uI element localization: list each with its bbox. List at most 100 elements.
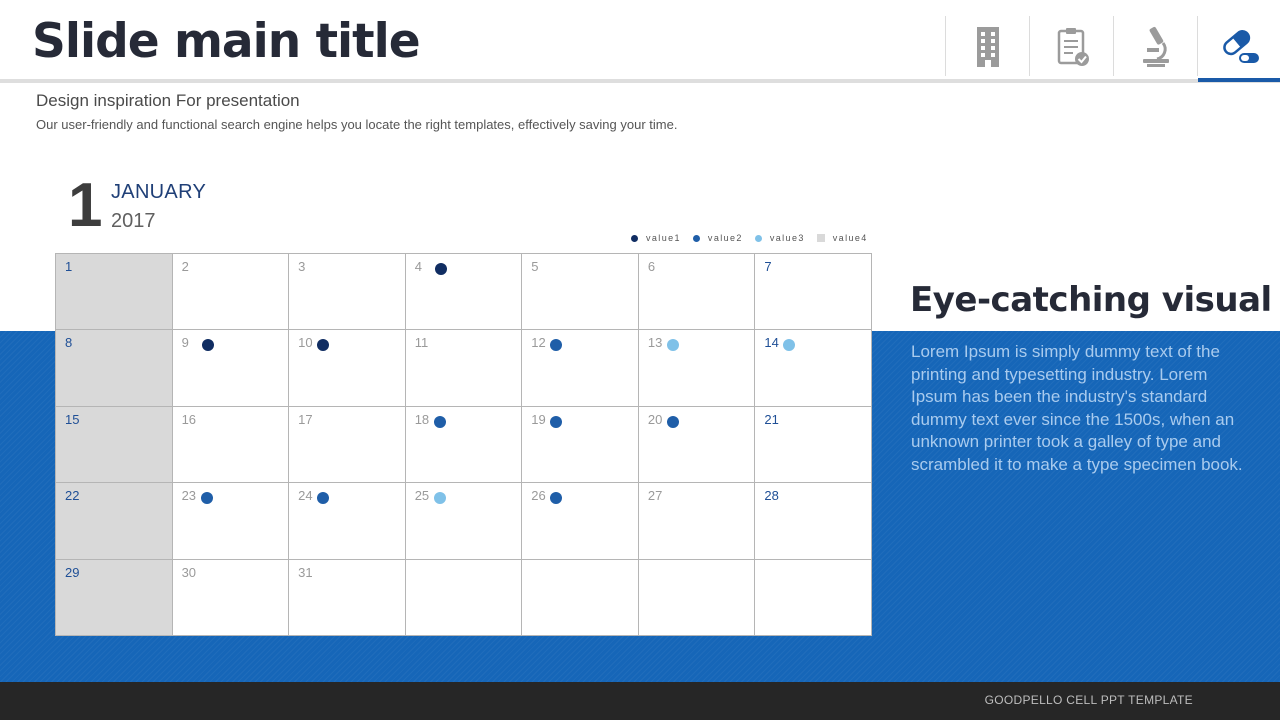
event-marker-value2 <box>317 492 330 505</box>
calendar-day-cell[interactable]: 10 <box>289 330 406 407</box>
calendar-grid: 1 2 3 4 5 6 7 8 9 10 11 12 13 14 15 16 17 18 19 20 21 22 23 24 2… <box>55 253 872 636</box>
date-year: 2017 <box>111 210 156 232</box>
calendar-day-number: 23 <box>181 488 197 504</box>
microscope-icon <box>1142 26 1169 67</box>
event-marker-value3 <box>783 339 796 352</box>
calendar-day-number: 3 <box>298 259 306 274</box>
legend-label: value3 <box>769 233 805 243</box>
calendar-day-cell[interactable]: 26 <box>522 483 639 560</box>
header-nav <box>945 16 1280 82</box>
calendar-day-cell[interactable]: 29 <box>56 559 173 636</box>
calendar-day-number: 18 <box>414 411 430 427</box>
legend-marker <box>754 234 762 242</box>
calendar-day-number: 1 <box>65 259 73 274</box>
calendar-day-cell[interactable]: 27 <box>638 483 756 560</box>
calendar-day-number: 29 <box>65 564 80 580</box>
calendar-day-cell[interactable]: 11 <box>405 330 523 407</box>
legend-item-value2: value2 <box>692 233 743 243</box>
calendar-day-cell[interactable]: 4 <box>405 254 523 331</box>
event-marker-value1 <box>434 263 447 275</box>
calendar-day-cell[interactable]: 31 <box>289 559 406 636</box>
calendar-day-cell[interactable]: 3 <box>289 254 406 331</box>
nav-item-checklist[interactable] <box>1029 16 1113 76</box>
event-marker-value1 <box>317 339 330 352</box>
calendar-day-cell[interactable] <box>755 559 872 636</box>
calendar-day-cell[interactable]: 2 <box>172 254 290 331</box>
subtitle: Design inspiration For presentation <box>36 91 300 110</box>
calendar-day-cell[interactable]: 16 <box>172 406 290 484</box>
checklist-clipboard-icon <box>1057 28 1089 66</box>
calendar-day-cell[interactable]: 6 <box>638 254 756 331</box>
calendar-day-number: 25 <box>414 488 430 504</box>
event-marker-value2 <box>433 415 446 428</box>
calendar-day-number: 15 <box>65 411 80 427</box>
calendar-day-number: 19 <box>531 411 546 427</box>
calendar-day-cell[interactable]: 19 <box>522 406 639 484</box>
date-month: JANUARY <box>111 181 207 203</box>
calendar-day-number: 8 <box>65 335 73 351</box>
nav-item-microscope[interactable] <box>1113 16 1197 76</box>
calendar-day-cell[interactable]: 24 <box>289 483 406 560</box>
nav-item-pill[interactable] <box>1197 16 1280 82</box>
calendar-day-cell[interactable]: 12 <box>522 330 639 407</box>
building-icon <box>976 27 999 67</box>
date-day: 1 <box>68 171 103 240</box>
calendar-day-cell[interactable]: 13 <box>638 330 756 407</box>
calendar-legend: value1 value2 value3 value4 <box>631 233 880 243</box>
calendar-day-cell[interactable]: 1 <box>56 254 173 331</box>
footer-text: GOODPELLO CELL PPT TEMPLATE <box>984 693 1193 707</box>
calendar-day-number: 11 <box>414 335 429 351</box>
calendar-day-cell[interactable]: 9 <box>172 330 290 407</box>
legend-marker <box>631 234 638 242</box>
calendar-day-cell[interactable]: 23 <box>172 483 290 560</box>
event-marker-value2 <box>550 339 563 352</box>
calendar-day-number: 12 <box>531 335 546 351</box>
calendar-day-cell[interactable]: 30 <box>172 559 290 636</box>
header-divider <box>0 79 1280 83</box>
legend-marker <box>692 234 700 242</box>
calendar-day-cell[interactable]: 17 <box>289 406 406 484</box>
calendar-day-cell[interactable]: 20 <box>638 406 756 484</box>
calendar-day-number: 30 <box>181 564 197 580</box>
event-marker-value2 <box>666 415 679 428</box>
calendar-day-number: 20 <box>647 411 663 427</box>
description: Our user-friendly and functional search … <box>36 117 678 132</box>
pill-capsule-icon <box>1222 30 1259 63</box>
calendar-day-number: 13 <box>647 335 663 351</box>
calendar-day-cell[interactable]: 18 <box>405 406 523 484</box>
calendar-day-cell[interactable]: 25 <box>405 483 523 560</box>
calendar-day-number: 4 <box>414 259 422 274</box>
event-marker-value2 <box>550 492 563 505</box>
calendar-day-cell[interactable]: 22 <box>56 483 173 560</box>
legend-label: value2 <box>707 233 743 243</box>
calendar-day-number: 14 <box>764 335 779 351</box>
calendar-day-cell[interactable]: 21 <box>755 406 872 484</box>
legend-label: value4 <box>832 233 868 243</box>
side-heading: Eye-catching visual <box>910 280 1272 320</box>
calendar-day-cell[interactable] <box>638 559 756 636</box>
calendar-day-number: 21 <box>764 411 779 427</box>
legend-label: value1 <box>646 233 681 243</box>
footer-bar: GOODPELLO CELL PPT TEMPLATE <box>0 682 1280 720</box>
event-marker-value2 <box>550 415 563 428</box>
legend-item-value1: value1 <box>631 233 681 243</box>
nav-item-building[interactable] <box>945 16 1029 76</box>
calendar-day-cell[interactable]: 8 <box>56 330 173 407</box>
calendar-day-number: 7 <box>764 259 772 274</box>
calendar-day-number: 10 <box>298 335 313 351</box>
calendar-day-cell[interactable] <box>522 559 639 636</box>
calendar-day-number: 17 <box>298 411 313 427</box>
calendar-day-cell[interactable]: 7 <box>755 254 872 331</box>
calendar-day-cell[interactable]: 28 <box>755 483 872 560</box>
calendar-day-cell[interactable] <box>405 559 523 636</box>
calendar-day-cell[interactable]: 5 <box>522 254 639 331</box>
calendar-day-cell[interactable]: 15 <box>56 406 173 484</box>
legend-item-value3: value3 <box>754 233 805 243</box>
legend-item-value4: value4 <box>816 233 868 243</box>
calendar-day-cell[interactable]: 14 <box>755 330 872 407</box>
calendar-day-number: 16 <box>181 411 197 427</box>
event-marker-value1 <box>201 339 214 352</box>
event-marker-value3 <box>433 492 446 505</box>
calendar-day-number: 31 <box>298 564 313 580</box>
